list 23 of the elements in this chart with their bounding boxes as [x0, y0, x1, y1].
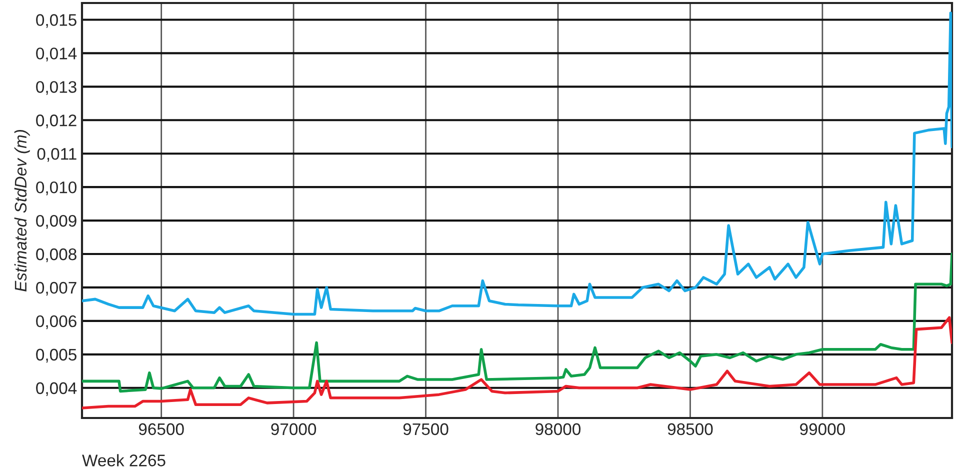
x-tick-label: 97500 [403, 423, 448, 436]
y-tick-label: 0,005 [36, 348, 76, 363]
x-tick-label: 97000 [271, 423, 316, 436]
y-tick-label: 0,007 [36, 282, 76, 296]
line-series [82, 316, 952, 410]
y-tick-label: 0,012 [36, 114, 76, 128]
x-tick-label: 99000 [800, 423, 845, 436]
y-axis-title: Estimated StdDev (m) [14, 130, 30, 292]
x-tick-label: 98000 [536, 423, 581, 436]
y-tick-label: 0,013 [36, 81, 76, 95]
y-tick-label: 0,009 [36, 214, 76, 229]
y-tick-label: 0,010 [36, 181, 76, 196]
line-series [82, 252, 952, 393]
y-tick-label: 0,004 [36, 382, 77, 396]
y-tick-label: 0,011 [37, 148, 76, 162]
y-tick-label: 0,008 [36, 248, 76, 262]
text: Week 2265 [82, 454, 166, 466]
line-series [82, 12, 952, 316]
y-tick-label: 0,015 [36, 14, 76, 28]
y-tick-label: 0,006 [36, 315, 76, 330]
x-tick-label: 98500 [668, 423, 713, 436]
x-tick-label: 96500 [138, 423, 184, 436]
y-tick-label: 0,014 [36, 48, 77, 62]
